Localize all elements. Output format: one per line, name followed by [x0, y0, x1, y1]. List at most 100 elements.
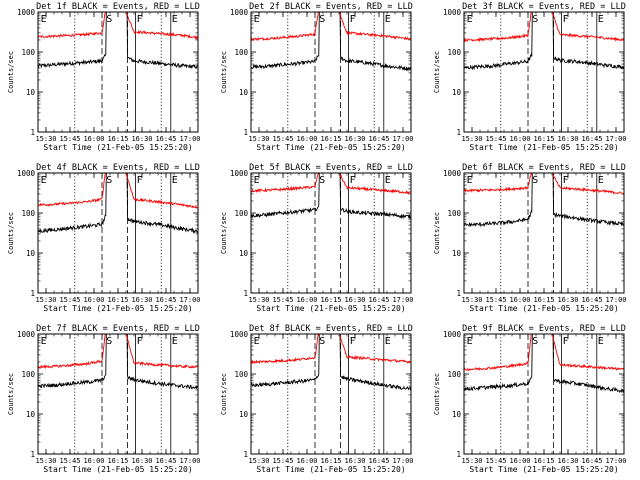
x-tick-label: 16:30 [131, 296, 152, 304]
detector-panel-6: Det 6f BLACK = Events, RED = LLD Counts/s… [433, 163, 627, 313]
x-axis-label: Start Time (21-Feb-05 15:25:20) [43, 304, 192, 313]
detector-panel-7: Det 7f BLACK = Events, RED = LLD Counts/s… [7, 324, 201, 474]
series-line-lld [463, 11, 625, 43]
x-tick-label: 16:00 [509, 135, 530, 143]
y-tick-label: 10 [239, 410, 249, 419]
x-tick-label: 16:00 [83, 135, 104, 143]
corner-mark-e: E [41, 336, 47, 347]
x-tick-label: 15:30 [35, 457, 56, 465]
corner-mark-f: F [137, 14, 143, 25]
corner-mark-f: F [350, 175, 356, 186]
x-tick-label: 15:30 [461, 296, 482, 304]
panel-title: Det 9f BLACK = Events, RED = LLD [462, 324, 626, 334]
x-axis-label: Start Time (21-Feb-05 15:25:20) [256, 304, 405, 313]
y-axis-label: Counts/sec [433, 212, 441, 254]
corner-mark-e: E [598, 336, 604, 347]
corner-mark-f: F [350, 336, 356, 347]
y-tick-label: 10 [239, 88, 249, 97]
y-tick-label: 1000 [443, 8, 462, 17]
x-tick-label: 16:15 [533, 296, 554, 304]
corner-mark-e: E [254, 14, 260, 25]
series-line-lld [463, 333, 625, 371]
series-line-lld [37, 333, 198, 370]
y-tick-label: 1000 [230, 8, 249, 17]
corner-mark-s: S [106, 14, 112, 25]
y-tick-label: 1 [30, 128, 35, 137]
y-tick-label: 1000 [443, 330, 462, 339]
x-tick-label: 16:00 [296, 135, 317, 143]
x-tick-label: 16:45 [581, 457, 602, 465]
series-line-events [37, 11, 198, 69]
plot-frame [37, 172, 199, 294]
y-axis-label: Counts/sec [220, 373, 228, 415]
y-tick-label: 10 [452, 249, 462, 258]
detector-panel-1: Det 1f BLACK = Events, RED = LLD Counts/s… [7, 2, 201, 152]
corner-mark-f: F [350, 14, 356, 25]
panel-title: Det 3f BLACK = Events, RED = LLD [462, 2, 626, 12]
x-tick-label: 15:30 [461, 457, 482, 465]
corner-mark-e: E [172, 175, 178, 186]
x-tick-label: 17:00 [392, 296, 413, 304]
corner-mark-e: E [467, 336, 473, 347]
plot-frame [250, 11, 412, 133]
x-axis-label: Start Time (21-Feb-05 15:25:20) [43, 143, 192, 152]
detector-panel-8: Det 8f BLACK = Events, RED = LLD Counts/s… [220, 324, 414, 474]
x-axis-label: Start Time (21-Feb-05 15:25:20) [256, 465, 405, 474]
panel-title: Det 1f BLACK = Events, RED = LLD [36, 2, 200, 12]
y-tick-label: 10 [26, 88, 36, 97]
detector-panel-2: Det 2f BLACK = Events, RED = LLD Counts/s… [220, 2, 414, 152]
corner-mark-s: S [106, 336, 112, 347]
series-line-lld [250, 332, 411, 365]
y-axis-label: Counts/sec [7, 212, 15, 254]
x-tick-label: 15:45 [59, 457, 80, 465]
x-axis-label: Start Time (21-Feb-05 15:25:20) [469, 304, 618, 313]
series-line-events [250, 333, 412, 391]
x-tick-label: 17:00 [392, 457, 413, 465]
x-tick-label: 16:30 [131, 135, 152, 143]
plot-frame [463, 172, 625, 294]
y-tick-label: 10 [26, 249, 36, 258]
y-tick-label: 1 [243, 450, 248, 459]
y-axis-label: Counts/sec [433, 373, 441, 415]
y-tick-label: 100 [447, 48, 461, 57]
corner-mark-e: E [41, 14, 47, 25]
detector-panel-9: Det 9f BLACK = Events, RED = LLD Counts/s… [433, 324, 627, 474]
x-tick-label: 16:30 [557, 457, 578, 465]
corner-mark-e: E [172, 336, 178, 347]
y-tick-label: 10 [26, 410, 36, 419]
x-tick-label: 17:00 [179, 457, 200, 465]
series-line-events [463, 172, 625, 228]
detector-panel-3: Det 3f BLACK = Events, RED = LLD Counts/s… [433, 2, 627, 152]
corner-mark-s: S [532, 175, 538, 186]
x-tick-label: 16:30 [131, 457, 152, 465]
y-tick-label: 100 [21, 370, 35, 379]
y-tick-label: 1000 [17, 330, 36, 339]
x-tick-label: 16:45 [155, 457, 176, 465]
corner-mark-e: E [385, 14, 391, 25]
corner-mark-s: S [532, 14, 538, 25]
detector-panel-4: Det 4f BLACK = Events, RED = LLD Counts/s… [7, 163, 201, 313]
x-tick-label: 16:45 [155, 296, 176, 304]
x-tick-label: 16:00 [509, 457, 530, 465]
y-axis-label: Counts/sec [220, 51, 228, 93]
y-tick-label: 1 [243, 128, 248, 137]
corner-mark-f: F [563, 336, 569, 347]
y-tick-label: 1 [456, 128, 461, 137]
corner-mark-f: F [563, 14, 569, 25]
corner-mark-s: S [319, 336, 325, 347]
y-tick-label: 100 [21, 48, 35, 57]
series-line-events [37, 172, 199, 234]
series-line-lld [250, 171, 411, 195]
series-line-lld [250, 11, 411, 42]
plot-frame [37, 11, 199, 133]
x-tick-label: 16:45 [581, 135, 602, 143]
x-tick-label: 15:30 [35, 296, 56, 304]
x-tick-label: 16:45 [155, 135, 176, 143]
x-tick-label: 16:00 [83, 296, 104, 304]
x-tick-label: 16:15 [107, 457, 128, 465]
x-tick-label: 16:45 [581, 296, 602, 304]
x-tick-label: 17:00 [605, 135, 626, 143]
x-tick-label: 15:45 [485, 296, 506, 304]
plot-frame [463, 11, 625, 133]
x-tick-label: 16:45 [368, 296, 389, 304]
